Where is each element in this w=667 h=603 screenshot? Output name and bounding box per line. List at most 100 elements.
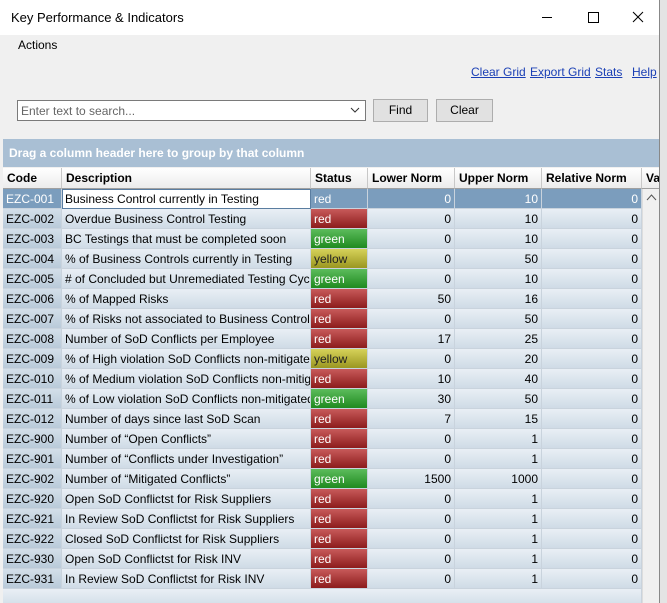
lower-norm-cell: 0 (368, 549, 455, 569)
description-cell: Number of SoD Conflicts per Employee (62, 329, 311, 349)
code-cell[interactable]: EZC-900 (3, 429, 62, 449)
column-header[interactable]: Va (642, 168, 659, 189)
column-header[interactable]: Status (311, 168, 368, 189)
status-cell: red (311, 449, 368, 469)
code-cell[interactable]: EZC-001 (3, 189, 62, 209)
code-cell[interactable]: EZC-009 (3, 349, 62, 369)
lower-norm-cell: 30 (368, 389, 455, 409)
link[interactable]: Help (632, 65, 657, 79)
lower-norm-cell: 50 (368, 289, 455, 309)
code-cell[interactable]: EZC-930 (3, 549, 62, 569)
code-cell[interactable]: EZC-011 (3, 389, 62, 409)
search-input[interactable]: Enter text to search... (17, 100, 366, 121)
description-cell: Number of “Conflicts under Investigation… (62, 449, 311, 469)
code-cell[interactable]: EZC-901 (3, 449, 62, 469)
relative-norm-cell: 0 (542, 569, 642, 589)
code-cell[interactable]: EZC-007 (3, 309, 62, 329)
upper-norm-cell: 1 (455, 449, 542, 469)
code-cell[interactable]: EZC-008 (3, 329, 62, 349)
scroll-up[interactable] (643, 189, 660, 207)
code-cell[interactable]: EZC-012 (3, 409, 62, 429)
relative-norm-cell: 0 (542, 509, 642, 529)
upper-norm-cell: 1 (455, 509, 542, 529)
placeholder: Enter text to search... (21, 104, 136, 118)
status-cell: red (311, 369, 368, 389)
description-cell: % of Low violation SoD Conflicts non-mit… (62, 389, 311, 409)
upper-norm-cell: 10 (455, 269, 542, 289)
clear-button[interactable]: Clear (436, 99, 493, 122)
lower-norm-cell: 0 (368, 429, 455, 449)
description-cell: % of Risks not associated to Business Co… (62, 309, 311, 329)
upper-norm-cell: 1 (455, 529, 542, 549)
find-button[interactable]: Find (373, 99, 428, 122)
code-cell[interactable]: EZC-003 (3, 229, 62, 249)
column-header[interactable]: Relative Norm (542, 168, 642, 189)
code-cell[interactable]: EZC-902 (3, 469, 62, 489)
upper-norm-cell: 50 (455, 249, 542, 269)
code-cell[interactable]: EZC-931 (3, 569, 62, 589)
upper-norm-cell: 1 (455, 429, 542, 449)
code-cell[interactable]: EZC-004 (3, 249, 62, 269)
lower-norm-cell: 0 (368, 249, 455, 269)
description-cell: Open SoD Conflictst for Risk INV (62, 549, 311, 569)
code-cell[interactable]: EZC-002 (3, 209, 62, 229)
link[interactable]: Stats (595, 65, 623, 79)
relative-norm-cell: 0 (542, 429, 642, 449)
status-cell: red (311, 409, 368, 429)
link[interactable]: Clear Grid (471, 65, 526, 79)
status-cell: green (311, 389, 368, 409)
description-cell: In Review SoD Conflictst for Risk Suppli… (62, 509, 311, 529)
relative-norm-cell: 0 (542, 329, 642, 349)
status-cell: red (311, 529, 368, 549)
column-header[interactable]: Code (3, 168, 62, 189)
grid: Code Description Status Lower Norm Upper Nor… (3, 168, 659, 603)
lower-norm-cell: 0 (368, 449, 455, 469)
upper-norm-cell: 1000 (455, 469, 542, 489)
upper-norm-cell: 1 (455, 489, 542, 509)
code-cell[interactable]: EZC-005 (3, 269, 62, 289)
code-cell[interactable]: EZC-010 (3, 369, 62, 389)
relative-norm-cell: 0 (542, 389, 642, 409)
relative-norm-cell: 0 (542, 449, 642, 469)
lower-norm-cell: 0 (368, 569, 455, 589)
column-header[interactable]: Upper Norm (455, 168, 542, 189)
window-controls[interactable] (530, 0, 660, 35)
dropdown-arrow[interactable] (350, 106, 360, 114)
status-cell: yellow (311, 249, 368, 269)
upper-norm-cell: 10 (455, 209, 542, 229)
description-cell: % of Business Controls currently in Test… (62, 249, 311, 269)
relative-norm-cell: 0 (542, 229, 642, 249)
code-cell[interactable]: EZC-006 (3, 289, 62, 309)
status-cell: red (311, 329, 368, 349)
upper-norm-cell: 10 (455, 189, 542, 209)
relative-norm-cell: 0 (542, 529, 642, 549)
description-cell: Overdue Business Control Testing (62, 209, 311, 229)
scrollbar[interactable] (642, 189, 660, 603)
link[interactable]: Export Grid (530, 65, 591, 79)
upper-norm-cell: 10 (455, 229, 542, 249)
description-cell: Number of “Open Conflicts” (62, 429, 311, 449)
column-header[interactable]: Lower Norm (368, 168, 455, 189)
status-cell: green (311, 229, 368, 249)
relative-norm-cell: 0 (542, 549, 642, 569)
upper-norm-cell: 25 (455, 329, 542, 349)
code-cell[interactable]: EZC-922 (3, 529, 62, 549)
code-cell[interactable]: EZC-920 (3, 489, 62, 509)
status-cell: red (311, 429, 368, 449)
lower-norm-cell: 10 (368, 369, 455, 389)
status-cell: red (311, 309, 368, 329)
description-cell: Number of days since last SoD Scan (62, 409, 311, 429)
column-header[interactable]: Description (62, 168, 311, 189)
lower-norm-cell: 0 (368, 229, 455, 249)
lower-norm-cell: 17 (368, 329, 455, 349)
lower-norm-cell: 1500 (368, 469, 455, 489)
lower-norm-cell: 0 (368, 349, 455, 369)
upper-norm-cell: 40 (455, 369, 542, 389)
relative-norm-cell: 0 (542, 369, 642, 389)
upper-norm-cell: 16 (455, 289, 542, 309)
relative-norm-cell: 0 (542, 209, 642, 229)
description-cell: % of Medium violation SoD Conflicts non-… (62, 369, 311, 389)
relative-norm-cell: 0 (542, 309, 642, 329)
menu-item[interactable]: Actions (18, 38, 58, 52)
code-cell[interactable]: EZC-921 (3, 509, 62, 529)
